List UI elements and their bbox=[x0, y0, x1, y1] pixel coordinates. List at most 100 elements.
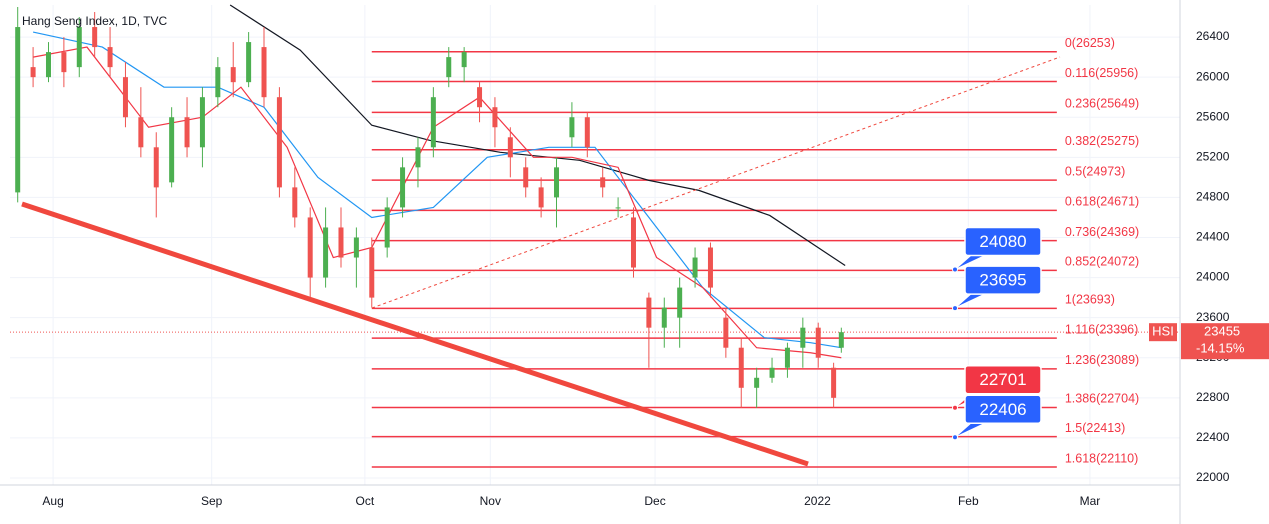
y-tick-label: 23600 bbox=[1196, 310, 1230, 324]
candle-body bbox=[307, 217, 313, 278]
candle-body bbox=[769, 367, 775, 378]
candle-body bbox=[153, 147, 159, 188]
candle-body bbox=[292, 187, 298, 218]
symbol-tag-box bbox=[1149, 323, 1177, 342]
y-tick-label: 24000 bbox=[1196, 270, 1230, 284]
y-tick-label: 25600 bbox=[1196, 109, 1230, 123]
moving-average bbox=[32, 46, 842, 359]
fib-label: 0(26253) bbox=[1065, 36, 1115, 50]
candle-body bbox=[661, 307, 667, 328]
y-tick-label: 24800 bbox=[1196, 190, 1230, 204]
candle-body bbox=[323, 227, 329, 278]
candle-body bbox=[600, 177, 606, 188]
candle-body bbox=[477, 87, 483, 108]
candle-body bbox=[415, 147, 421, 168]
fib-label: 1(23693) bbox=[1065, 293, 1115, 307]
candle-body bbox=[338, 227, 344, 258]
candle-body bbox=[384, 207, 390, 248]
callout-label: 24080 bbox=[979, 232, 1026, 251]
y-tick-label: 25200 bbox=[1196, 149, 1230, 163]
x-tick-label: Feb bbox=[958, 494, 979, 508]
callout-label: 22701 bbox=[979, 370, 1026, 389]
candle-body bbox=[246, 42, 252, 83]
candle-body bbox=[461, 52, 467, 68]
candle-body bbox=[538, 187, 544, 208]
callout-dot bbox=[952, 404, 958, 411]
fib-label: 1.618(22110) bbox=[1065, 451, 1138, 465]
callout-box bbox=[964, 226, 1042, 257]
fib-label: 0.5(24973) bbox=[1065, 164, 1125, 178]
candle-body bbox=[184, 117, 190, 148]
callout-dot bbox=[952, 434, 958, 441]
candle-body bbox=[707, 247, 713, 288]
callout-dot bbox=[952, 266, 958, 273]
fib-label: 0.852(24072) bbox=[1065, 255, 1139, 269]
candle-body bbox=[815, 327, 821, 358]
y-tick-label: 22000 bbox=[1196, 470, 1230, 484]
candle-body bbox=[630, 217, 636, 268]
callout-label: 23695 bbox=[979, 271, 1026, 290]
moving-average bbox=[32, 31, 842, 349]
y-tick-label: 26400 bbox=[1196, 29, 1230, 43]
candle-body bbox=[169, 117, 175, 183]
x-tick-label: Sep bbox=[201, 494, 223, 508]
grid bbox=[10, 5, 1180, 485]
candle-body bbox=[584, 117, 590, 148]
candle-body bbox=[800, 327, 806, 348]
x-tick-label: Aug bbox=[42, 494, 63, 508]
plot: 0(26253) 0.116(25956) 0.236(25649) 0.382(25… bbox=[10, 4, 1180, 468]
symbol-tag: HSI bbox=[1152, 324, 1174, 339]
callout-label: 22406 bbox=[979, 400, 1026, 419]
fib-label: 1.386(22704) bbox=[1065, 392, 1139, 406]
y-tick-label: 26000 bbox=[1196, 69, 1230, 83]
candle-body bbox=[353, 237, 359, 258]
candle-body bbox=[754, 377, 760, 388]
candle-body bbox=[30, 67, 36, 78]
candle-body bbox=[400, 167, 406, 208]
candle-body bbox=[215, 67, 221, 98]
x-tick-label: Mar bbox=[1080, 494, 1101, 508]
candle-body bbox=[446, 57, 452, 78]
candle-body bbox=[230, 67, 236, 83]
candle-body bbox=[507, 137, 513, 158]
x-tick-label: Nov bbox=[480, 494, 501, 508]
y-tick-label: 22400 bbox=[1196, 430, 1230, 444]
y-tick-label: 24400 bbox=[1196, 230, 1230, 244]
x-tick-label: Dec bbox=[644, 494, 665, 508]
candle-body bbox=[276, 97, 282, 188]
candle-body bbox=[45, 52, 51, 78]
candle-body bbox=[122, 77, 128, 118]
chart-title: Hang Seng Index, 1D, TVC bbox=[22, 14, 168, 28]
candle-body bbox=[261, 47, 267, 98]
candle-body bbox=[523, 167, 529, 188]
candle-body bbox=[677, 287, 683, 318]
last-price-label: 23455 bbox=[1204, 324, 1240, 339]
x-tick-label: Oct bbox=[356, 494, 375, 508]
candle-body bbox=[492, 107, 498, 128]
fib-label: 0.618(24671) bbox=[1065, 195, 1139, 209]
candle-body bbox=[646, 297, 652, 328]
candle-body bbox=[76, 27, 82, 68]
fib-label: 1.5(22413) bbox=[1065, 421, 1125, 435]
candle-body bbox=[369, 247, 375, 298]
fib-label: 0.736(24369) bbox=[1065, 225, 1139, 239]
moving-average bbox=[229, 4, 846, 267]
candle-body bbox=[784, 347, 790, 368]
fib-trend-line bbox=[371, 56, 1061, 309]
candle-body bbox=[723, 317, 729, 348]
callout-dot bbox=[952, 305, 958, 312]
candle-body bbox=[838, 332, 844, 348]
candle-body bbox=[92, 27, 98, 48]
callout-box bbox=[964, 394, 1042, 425]
x-tick-label: 2022 bbox=[804, 494, 831, 508]
last-price-box bbox=[1181, 323, 1269, 360]
candle-body bbox=[615, 207, 621, 209]
candle-body bbox=[569, 117, 575, 138]
candle-body bbox=[15, 27, 21, 193]
candle-body bbox=[61, 52, 67, 73]
fib-label: 1.236(23089) bbox=[1065, 353, 1139, 367]
trend-line bbox=[21, 201, 809, 467]
fib-label: 0.236(25649) bbox=[1065, 97, 1139, 111]
change-label: -14.15% bbox=[1196, 341, 1245, 356]
